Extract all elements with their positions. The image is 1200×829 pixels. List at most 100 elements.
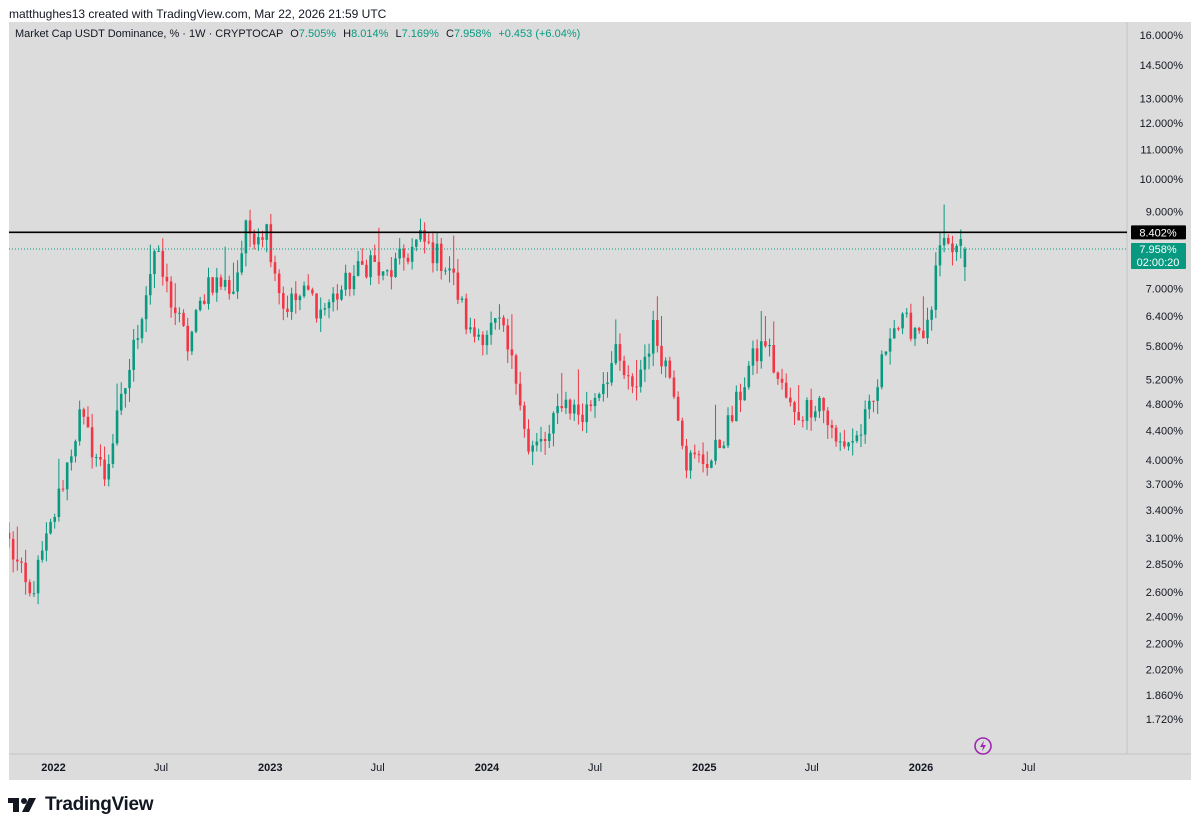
candle-body xyxy=(252,233,256,245)
candle-body xyxy=(435,243,439,264)
candle-body xyxy=(390,270,393,277)
time-tick-label: Jul xyxy=(154,762,168,774)
candle-body xyxy=(24,562,27,583)
candle-body xyxy=(94,456,98,458)
candle-body xyxy=(955,245,958,253)
candle-body xyxy=(527,428,530,452)
candle-body xyxy=(593,397,597,407)
price-tick-label: 4.800% xyxy=(1146,399,1184,411)
candle-body xyxy=(548,433,551,442)
candle-body xyxy=(448,268,451,271)
chart-panel[interactable]: 16.000% 14.500% 13.000% 12.000% 11.000% 10.00… xyxy=(9,22,1191,780)
candle-body xyxy=(730,415,734,422)
candle-body xyxy=(406,257,410,262)
candle-body xyxy=(626,375,630,377)
candle-body xyxy=(647,353,651,357)
candle-body xyxy=(20,561,23,563)
price-tick-label: 9.000% xyxy=(1146,206,1184,218)
legend-high-label: H xyxy=(343,28,352,40)
candle-body xyxy=(572,404,576,414)
candle-body xyxy=(747,365,751,388)
candle-body xyxy=(631,376,634,387)
tradingview-brand[interactable]: TradingView xyxy=(8,794,154,816)
price-tick-label: 4.000% xyxy=(1146,455,1184,467)
candle-body xyxy=(294,293,298,301)
candle-body xyxy=(194,310,198,332)
time-tick-label: Jul xyxy=(1021,762,1035,774)
candle-body xyxy=(872,400,875,402)
candle-body xyxy=(926,319,929,339)
candle-body xyxy=(722,445,726,449)
candle-body xyxy=(45,533,48,551)
candle-body xyxy=(797,412,800,421)
legend-high-value: 8.014% xyxy=(351,28,389,40)
candle-body xyxy=(635,386,638,388)
candle-body xyxy=(863,409,867,435)
candle-body xyxy=(419,229,422,240)
candle-body xyxy=(838,441,842,443)
candle-body xyxy=(639,369,643,387)
candle-body xyxy=(340,289,343,300)
horizontal-line-label: 8.402% xyxy=(1139,227,1177,239)
candle-body xyxy=(564,399,568,409)
tradingview-logo-icon xyxy=(8,798,36,812)
candle-body xyxy=(186,325,190,352)
candle-body xyxy=(410,246,414,262)
candle-body xyxy=(909,312,913,339)
candle-body xyxy=(140,319,144,339)
candle-body xyxy=(119,393,123,411)
candle-body xyxy=(868,400,871,410)
candle-body xyxy=(28,582,32,594)
candle-body xyxy=(460,298,464,300)
candle-body xyxy=(203,300,206,304)
candle-body xyxy=(57,488,61,518)
candle-body xyxy=(523,405,526,429)
candle-body xyxy=(610,363,613,383)
candle-body xyxy=(302,285,306,297)
price-tick-label: 14.500% xyxy=(1140,60,1184,72)
candle-body xyxy=(40,550,44,560)
candle-body xyxy=(398,248,401,259)
candle-body xyxy=(173,307,177,314)
candle-body xyxy=(930,309,933,320)
candlestick-chart[interactable]: 16.000% 14.500% 13.000% 12.000% 11.000% 10.00… xyxy=(9,22,1191,780)
candle-body xyxy=(780,378,784,383)
candle-body xyxy=(273,262,277,274)
symbol-legend: Market Cap USDT Dominance, % · 1W · CRYP… xyxy=(15,28,580,40)
candle-body xyxy=(938,245,942,266)
candle-body xyxy=(269,224,273,263)
candle-body xyxy=(311,289,314,294)
candle-body xyxy=(78,409,81,442)
candle-body xyxy=(764,341,767,347)
candle-body xyxy=(942,237,946,246)
price-tick-label: 3.100% xyxy=(1146,533,1184,545)
price-tick-label: 6.400% xyxy=(1146,311,1184,323)
candle-body xyxy=(934,265,938,310)
candle-body xyxy=(219,277,223,287)
candle-body xyxy=(718,439,721,449)
candle-body xyxy=(306,285,310,290)
candle-body xyxy=(319,309,322,319)
candle-body xyxy=(369,255,372,278)
time-tick-label: 2022 xyxy=(41,762,65,774)
candle-body xyxy=(577,404,580,415)
candle-body xyxy=(689,452,692,471)
candle-body xyxy=(477,334,480,337)
price-tick-label: 2.600% xyxy=(1146,587,1184,599)
candle-body xyxy=(672,377,676,397)
candle-body xyxy=(115,410,119,444)
candle-body xyxy=(61,488,65,490)
candle-body xyxy=(510,349,514,356)
candle-body xyxy=(9,532,11,539)
candle-body xyxy=(581,414,584,423)
candle-body xyxy=(705,464,709,468)
candle-body xyxy=(851,441,854,443)
candle-body xyxy=(336,293,339,300)
candle-body xyxy=(128,369,131,389)
lightning-icon[interactable] xyxy=(973,736,993,761)
candle-body xyxy=(144,295,148,320)
candle-body xyxy=(111,443,115,464)
candle-body xyxy=(277,273,281,294)
price-tick-label: 4.400% xyxy=(1146,426,1184,438)
candle-body xyxy=(348,272,352,290)
